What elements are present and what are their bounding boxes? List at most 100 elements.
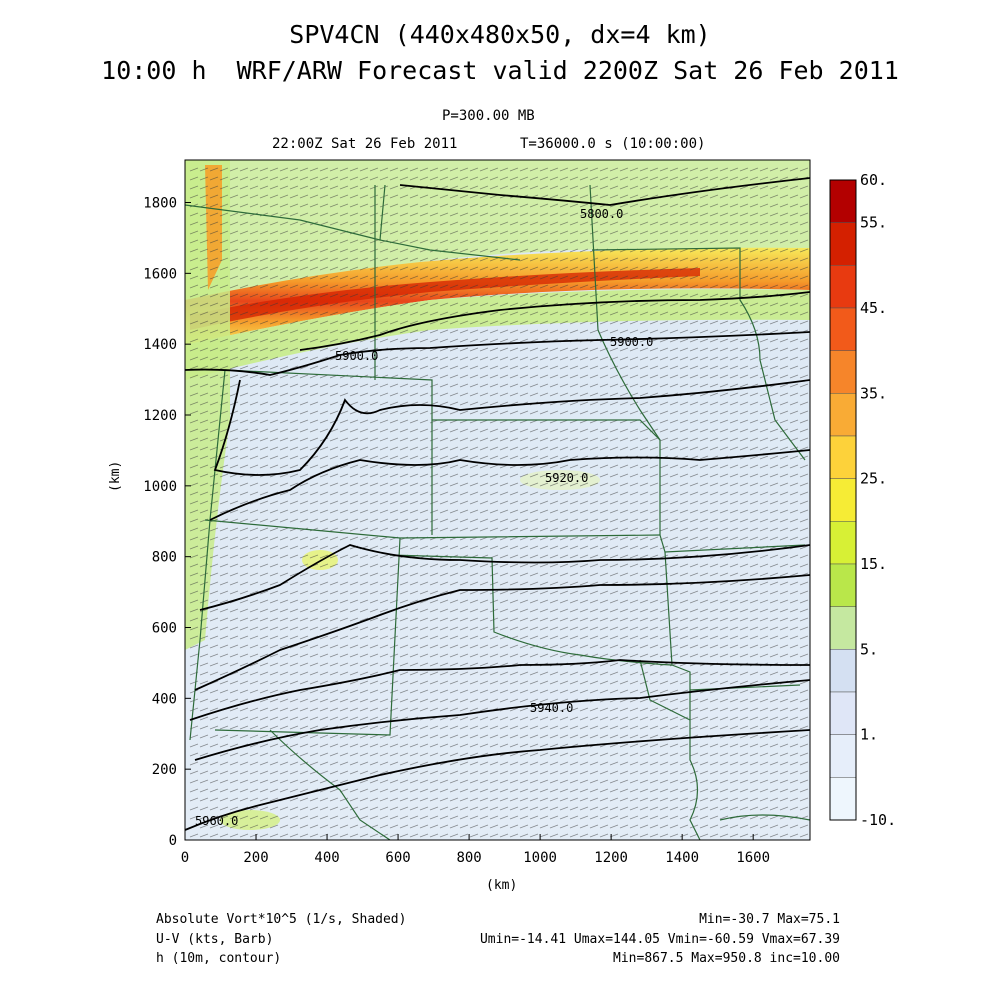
contour-line	[185, 729, 810, 831]
y-tick-label: 1000	[143, 479, 177, 495]
border-line	[639, 659, 691, 721]
colorbar-segment	[829, 691, 857, 735]
border-line	[719, 814, 810, 821]
colorbar-frame	[829, 179, 857, 821]
vorticity-jet-core	[190, 268, 700, 330]
x-tick-label: 0	[181, 850, 189, 866]
x-tick-label: 1400	[665, 850, 699, 866]
contour-label: 5940.0	[530, 701, 573, 715]
colorbar-segment	[829, 478, 857, 522]
plot-frame	[184, 159, 811, 841]
colorbar-label: 45.	[860, 299, 887, 317]
wind-barb-field	[189, 167, 809, 838]
colorbar-segment	[829, 393, 857, 437]
y-tick-label: 1200	[143, 408, 177, 424]
vorticity-west-column	[185, 160, 230, 650]
contour-label: 5960.0	[195, 814, 238, 828]
height-contours	[185, 177, 810, 831]
colorbar-label: 60.	[860, 171, 887, 189]
border-line	[589, 184, 661, 441]
contour-label: 5920.0	[545, 471, 588, 485]
colorbar-segment	[829, 179, 857, 223]
contour-line	[399, 177, 810, 206]
y-tick-label: 400	[152, 691, 177, 707]
y-tick-label: 600	[152, 621, 177, 637]
colorbar: 60. 55. 45. 35. 25. 15. 5. 1. -10.	[829, 171, 896, 829]
colorbar-segment	[829, 606, 857, 650]
colorbar-segment	[829, 734, 857, 778]
colorbar-label: 25.	[860, 470, 887, 488]
y-tick-label: 1600	[143, 266, 177, 282]
border-line	[389, 554, 673, 666]
border-line	[689, 690, 701, 840]
vorticity-patch	[302, 550, 338, 570]
border-line	[224, 369, 433, 535]
footer-stats-height: Min=867.5 Max=950.8 inc=10.00	[613, 951, 840, 966]
x-tick-label: 800	[456, 850, 481, 866]
x-tick-label: 1000	[523, 850, 557, 866]
colorbar-segment	[829, 563, 857, 607]
footer-field-vorticity: Absolute Vort*10^5 (1/s, Shaded)	[156, 912, 407, 927]
x-tick-label: 600	[385, 850, 410, 866]
contour-label: 5900.0	[335, 349, 378, 363]
colorbar-segment	[829, 350, 857, 394]
contour-line	[194, 679, 810, 761]
contour-line	[299, 291, 810, 351]
y-tick-label: 1800	[143, 196, 177, 212]
colorbar-segment	[829, 265, 857, 309]
vorticity-band-north	[185, 160, 810, 300]
border-line	[591, 247, 806, 461]
x-tick-label: 1200	[594, 850, 628, 866]
colorbar-label: 15.	[860, 555, 887, 573]
colorbar-segment	[829, 222, 857, 266]
border-line	[379, 184, 386, 241]
contour-line	[194, 574, 810, 691]
colorbar-label: 1.	[860, 726, 878, 744]
map-plot-area: 5800.0 5900.0 5900.0 5920.0 5940.0 5960.…	[185, 160, 810, 840]
border-line	[214, 537, 401, 736]
border-line	[432, 419, 661, 535]
vorticity-band-south	[185, 289, 810, 380]
contour-line	[185, 331, 810, 376]
contour-line	[199, 544, 810, 611]
colorbar-label: 55.	[860, 214, 887, 232]
pressure-level: P=300.00 MB	[442, 108, 535, 124]
y-tick-label: 200	[152, 762, 177, 778]
colorbar-segment	[829, 521, 857, 565]
colorbar-label: 35.	[860, 384, 887, 402]
vorticity-patch	[520, 470, 600, 490]
colorbar-segment	[829, 649, 857, 693]
contour-line	[209, 449, 810, 521]
contour-label: 5800.0	[580, 207, 623, 221]
y-tick-label: 1400	[143, 337, 177, 353]
contour-labels: 5800.0 5900.0 5900.0 5920.0 5940.0 5960.…	[195, 207, 653, 828]
vorticity-patch	[220, 810, 280, 830]
footer-stats-wind: Umin=-14.41 Umax=144.05 Vmin=-60.59 Vmax…	[479, 932, 840, 947]
y-axis-label: (km)	[108, 460, 123, 492]
footer-field-height: h (10m, contour)	[156, 951, 282, 966]
y-tick-label: 800	[152, 550, 177, 566]
footer-field-wind: U-V (kts, Barb)	[156, 932, 274, 947]
contour-line	[189, 659, 810, 721]
colorbar-segment	[829, 777, 857, 821]
contour-label: 5900.0	[610, 335, 653, 349]
x-tick-label: 1600	[736, 850, 770, 866]
x-axis: 0 200 400 600 800 1000 1200 1400 1600	[181, 834, 770, 866]
footer-stats-vorticity: Min=-30.7 Max=75.1	[699, 912, 840, 927]
contour-line	[213, 379, 810, 476]
y-tick-label: 0	[169, 833, 177, 849]
vorticity-west-peak	[205, 165, 222, 290]
chart-title: SPV4CN (440x480x50, dx=4 km)	[289, 20, 711, 49]
colorbar-segment	[829, 435, 857, 479]
x-tick-label: 200	[243, 850, 268, 866]
model-time: T=36000.0 s (10:00:00)	[520, 136, 706, 152]
x-axis-label: (km)	[486, 878, 518, 893]
colorbar-segment	[829, 307, 857, 351]
colorbar-label: 5.	[860, 640, 878, 658]
chart-subtitle: 10:00 h WRF/ARW Forecast valid 2200Z Sat…	[101, 56, 899, 85]
wind-barbs	[189, 167, 809, 838]
valid-time: 22:00Z Sat 26 Feb 2011	[272, 136, 458, 152]
y-axis: 0 200 400 600 800 1000 1200 1400 1600 1800	[143, 196, 191, 849]
colorbar-label: -10.	[860, 811, 896, 829]
